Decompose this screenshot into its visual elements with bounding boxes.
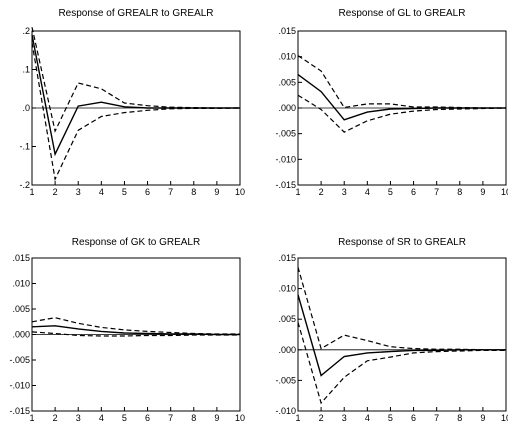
chart-panel-gl: Response of GL to GREALR .015 .010 .005 .00… [254,0,508,213]
x-tick-label: 2 [53,413,58,423]
series-line-lower-band [297,94,507,133]
x-tick-label: 5 [388,413,393,423]
series-line-response [31,34,240,157]
x-tick-label: 10 [235,413,245,423]
series-line-response [297,74,506,121]
y-tick-label: .000 [12,330,30,340]
y-tick-label: .1 [22,65,30,75]
y-tick-label: -.010 [275,406,296,416]
x-tick-label: 10 [501,413,508,423]
x-tick-label: 8 [457,187,462,197]
y-tick-label: -.010 [9,381,30,391]
x-tick-label: 7 [434,413,439,423]
y-tick-label: .010 [278,284,296,294]
x-tick-label: 6 [145,413,150,423]
series-line-response [31,325,240,336]
x-tick-label: 3 [76,413,81,423]
x-tick-label: 8 [191,413,196,423]
y-tick-label: -.2 [19,180,30,190]
x-tick-label: 6 [411,187,416,197]
y-tick-label: -.010 [275,154,296,164]
y-tick-label: .010 [278,52,296,62]
x-tick-label: 2 [53,187,58,197]
plot-frame [297,257,507,412]
series-line-upper-band [297,55,506,109]
x-tick-label: 3 [342,187,347,197]
y-tick-label: .010 [12,279,30,289]
series-line-response [297,294,506,377]
x-tick-label: 6 [411,413,416,423]
x-tick-label: 7 [168,413,173,423]
x-tick-label: 5 [122,413,127,423]
x-tick-label: 10 [501,187,508,197]
series-line-lower-band [31,331,240,337]
x-tick-label: 1 [295,413,300,423]
chart-panel-grealr: Response of GREALR to GREALR .2 .1 .0 -.1 -.… [0,0,254,213]
x-tick-label: 5 [388,187,393,197]
x-tick-label: 3 [342,413,347,423]
x-tick-label: 10 [235,187,245,197]
x-tick-label: 2 [319,413,324,423]
x-tick-label: 8 [191,187,196,197]
series-line-lower-band [297,322,506,405]
x-tick-label: 4 [99,413,104,423]
series-line-upper-band [31,27,240,133]
x-tick-label: 7 [168,187,173,197]
x-tick-label: 6 [145,187,150,197]
chart-title: Response of GL to GREALR [338,8,466,19]
x-tick-label: 4 [365,413,370,423]
y-tick-label: -.015 [275,180,296,190]
x-tick-label: 1 [295,187,300,197]
x-tick-label: 9 [480,187,485,197]
y-tick-label: -.1 [19,142,30,152]
y-tick-label: .2 [22,26,30,36]
chart-title: Response of SR to GREALR [338,237,466,248]
chart-plot-grealr: .2 .1 .0 -.1 -.21 2 3 4 5 6 7 8 9 10 [19,26,245,197]
x-tick-label: 1 [29,413,34,423]
y-tick-label: .0 [22,103,30,113]
y-tick-label: -.015 [9,406,30,416]
y-tick-label: .005 [278,314,296,324]
series-line-lower-band [31,42,241,182]
x-tick-label: 3 [76,187,81,197]
y-tick-label: -.005 [275,375,296,385]
chart-panel-gk: Response of GK to GREALR .015 .010 .005 .00… [0,213,254,426]
x-tick-label: 7 [434,187,439,197]
series-line-upper-band [31,317,240,335]
y-tick-label: .000 [278,103,296,113]
x-tick-label: 2 [319,187,324,197]
y-tick-label: .015 [278,253,296,263]
chart-panel-sr: Response of SR to GREALR .015 .010 .005 .00… [254,213,508,426]
chart-title: Response of GREALR to GREALR [58,8,214,19]
chart-title: Response of GK to GREALR [71,237,201,248]
y-tick-label: .015 [12,253,30,263]
x-tick-label: 5 [122,187,127,197]
x-tick-label: 1 [29,187,34,197]
series-line-upper-band [297,267,506,351]
x-tick-label: 4 [99,187,104,197]
x-tick-label: 4 [365,187,370,197]
x-tick-label: 9 [214,413,219,423]
y-tick-label: .005 [12,304,30,314]
y-tick-label: .015 [278,26,296,36]
y-tick-label: -.005 [9,355,30,365]
x-tick-label: 8 [457,413,462,423]
y-tick-label: .000 [278,345,296,355]
y-tick-label: -.005 [275,129,296,139]
x-tick-label: 9 [214,187,219,197]
x-tick-label: 9 [480,413,485,423]
y-tick-label: .005 [278,77,296,87]
